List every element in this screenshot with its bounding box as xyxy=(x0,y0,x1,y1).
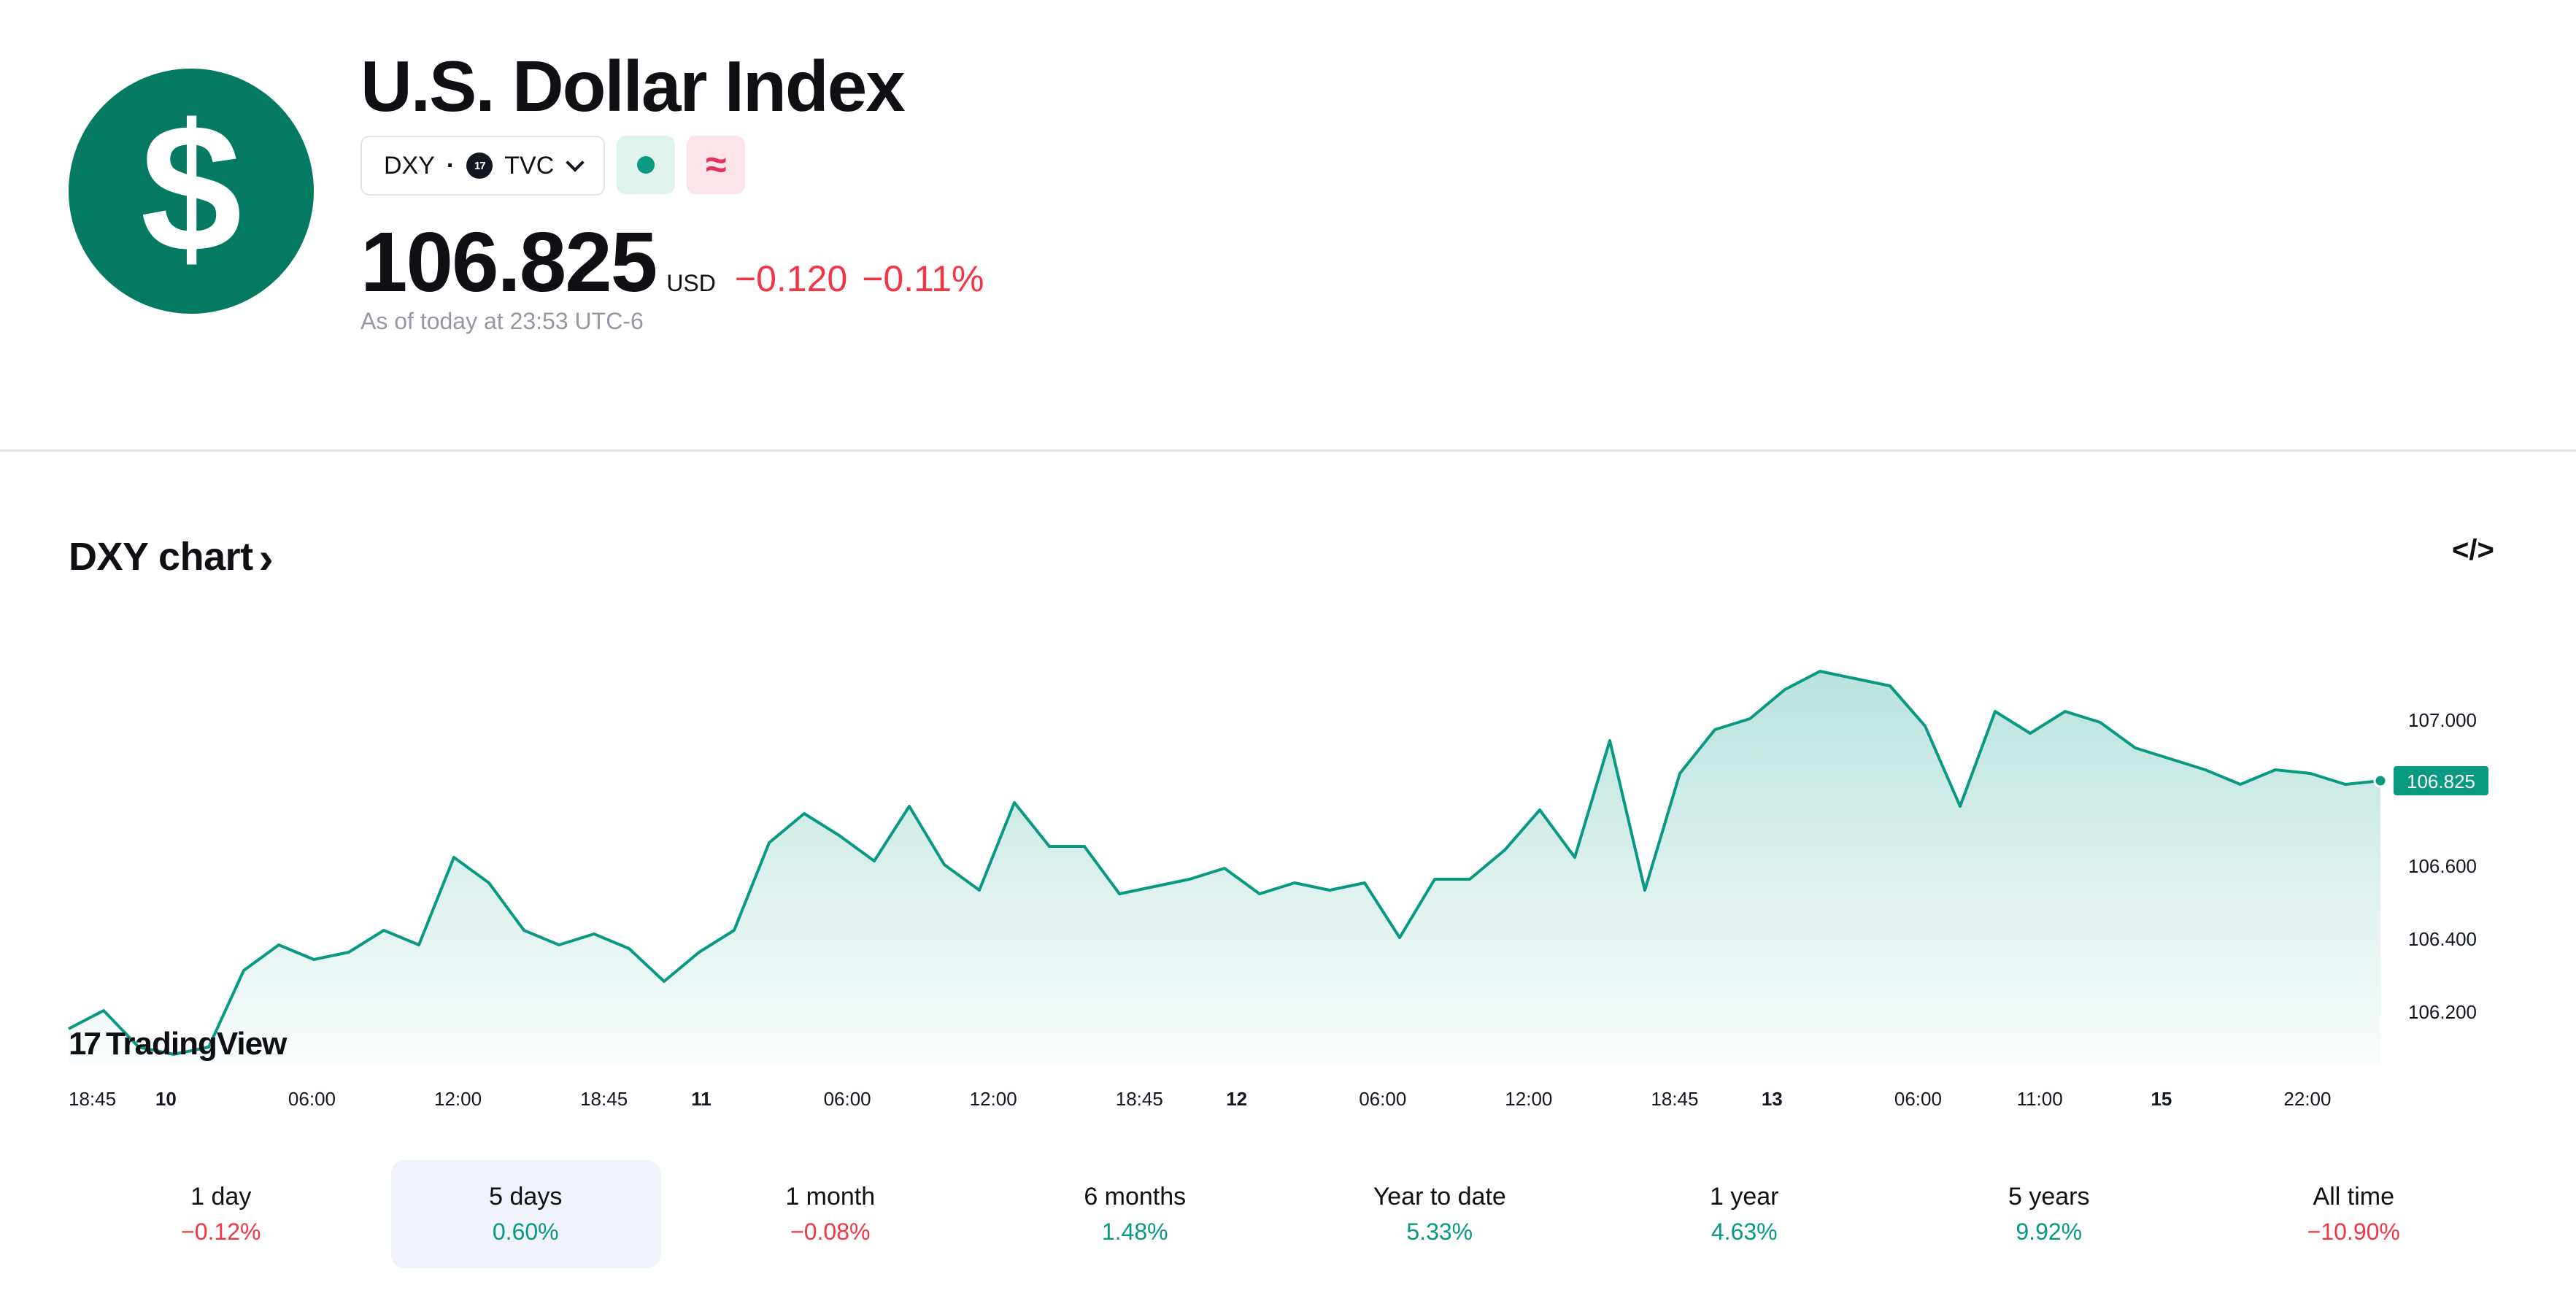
y-tick-label: 106.600 xyxy=(2408,855,2477,877)
tradingview-wordmark: TradingView xyxy=(105,1026,287,1062)
y-tick-label: 107.000 xyxy=(2408,709,2477,731)
chevron-right-icon: › xyxy=(258,533,274,582)
price-row: 106.825 USD −0.120 −0.11% xyxy=(360,215,984,309)
last-price: 106.825 xyxy=(360,215,658,309)
x-tick-label: 22:00 xyxy=(2283,1088,2331,1110)
range-change: 9.92% xyxy=(2016,1219,2083,1245)
symbol-label: DXY xyxy=(384,151,435,179)
last-price-point xyxy=(2373,773,2388,788)
approx-icon: ≈ xyxy=(705,144,727,186)
approx-data-button[interactable]: ≈ xyxy=(687,136,746,194)
x-tick-label: 06:00 xyxy=(1359,1088,1406,1110)
y-tick-label: 106.200 xyxy=(2408,1001,2477,1023)
range-tabs: 1 day −0.12% 5 days 0.60% 1 month −0.08% 6 mon… xyxy=(69,1160,2506,1268)
range-change: 5.33% xyxy=(1406,1219,1473,1245)
separator-dot: · xyxy=(446,151,455,179)
range-change: −0.12% xyxy=(181,1219,261,1245)
price-change-percent: −0.11% xyxy=(862,258,984,299)
range-change: −0.08% xyxy=(790,1219,871,1245)
chart-title: DXY chart xyxy=(69,534,253,579)
x-tick-label: 18:45 xyxy=(580,1088,628,1110)
range-tab-6[interactable]: 5 years 9.92% xyxy=(1897,1160,2202,1268)
x-tick-label: 06:00 xyxy=(1894,1088,1942,1110)
tradingview-logo-icon: 17 xyxy=(69,1026,101,1062)
range-label: Year to date xyxy=(1373,1183,1506,1210)
x-tick-label: 12:00 xyxy=(1505,1088,1552,1110)
exchange-label: TVC xyxy=(504,151,555,179)
y-tick-label: 106.400 xyxy=(2408,928,2477,950)
tradingview-mini-icon: 17 xyxy=(466,152,493,179)
x-tick-label: 06:00 xyxy=(288,1088,336,1110)
chart-title-link[interactable]: DXY chart › xyxy=(69,530,274,583)
x-tick-label: 15 xyxy=(2151,1088,2172,1110)
range-change: 4.63% xyxy=(1711,1219,1778,1245)
range-tab-4[interactable]: Year to date 5.33% xyxy=(1287,1160,1592,1268)
x-tick-label: 18:45 xyxy=(69,1088,116,1110)
range-label: 6 months xyxy=(1084,1183,1187,1210)
symbol-chips: DXY · 17 TVC ≈ xyxy=(360,136,746,196)
as-of-timestamp: As of today at 23:53 UTC-6 xyxy=(360,308,644,334)
range-tab-3[interactable]: 6 months 1.48% xyxy=(983,1160,1288,1268)
currency-label: USD xyxy=(666,270,716,296)
x-tick-label: 12:00 xyxy=(434,1088,482,1110)
range-label: 5 days xyxy=(489,1183,563,1210)
tradingview-logo[interactable]: 17 TradingView xyxy=(69,1026,287,1062)
section-divider xyxy=(0,449,2576,452)
last-price-label: 106.825 xyxy=(2407,771,2475,792)
x-tick-label: 11:00 xyxy=(2017,1088,2063,1110)
chevron-down-icon xyxy=(566,153,585,172)
range-label: 5 years xyxy=(2008,1183,2090,1210)
last-price-badge xyxy=(2394,766,2488,795)
symbol-exchange-dropdown[interactable]: DXY · 17 TVC xyxy=(360,136,606,196)
range-label: 1 month xyxy=(785,1183,876,1210)
x-tick-label: 11 xyxy=(691,1088,712,1110)
page-title: U.S. Dollar Index xyxy=(360,46,906,126)
range-change: 0.60% xyxy=(492,1219,559,1245)
range-label: 1 day xyxy=(190,1183,252,1210)
x-tick-label: 18:45 xyxy=(1651,1088,1698,1110)
range-tab-2[interactable]: 1 month −0.08% xyxy=(678,1160,983,1268)
price-chart[interactable]: 107.000 106.600 106.400 106.200 18:45 10 06:0… xyxy=(0,606,2576,1131)
range-tab-7[interactable]: All time −10.90% xyxy=(2202,1160,2507,1268)
logo-symbol: $ xyxy=(140,86,242,290)
market-status-button[interactable] xyxy=(617,136,676,194)
embed-code-icon[interactable]: </> xyxy=(2452,534,2494,566)
range-change: 1.48% xyxy=(1101,1219,1168,1245)
range-tab-5[interactable]: 1 year 4.63% xyxy=(1592,1160,1897,1268)
dollar-logo-icon: $ xyxy=(69,69,314,314)
range-tab-0[interactable]: 1 day −0.12% xyxy=(69,1160,374,1268)
x-tick-label: 13 xyxy=(1762,1088,1783,1110)
x-tick-label: 06:00 xyxy=(824,1088,871,1110)
x-tick-label: 18:45 xyxy=(1116,1088,1163,1110)
range-change: −10.90% xyxy=(2307,1219,2400,1245)
x-tick-label: 12 xyxy=(1226,1088,1247,1110)
range-label: 1 year xyxy=(1710,1183,1779,1210)
price-change: −0.120 xyxy=(734,258,848,299)
price-line xyxy=(68,670,2381,1056)
range-tab-1[interactable]: 5 days 0.60% xyxy=(390,1160,660,1268)
x-tick-label: 12:00 xyxy=(970,1088,1017,1110)
range-label: All time xyxy=(2313,1183,2394,1210)
market-status-icon xyxy=(637,156,655,174)
x-tick-label: 10 xyxy=(155,1088,177,1110)
